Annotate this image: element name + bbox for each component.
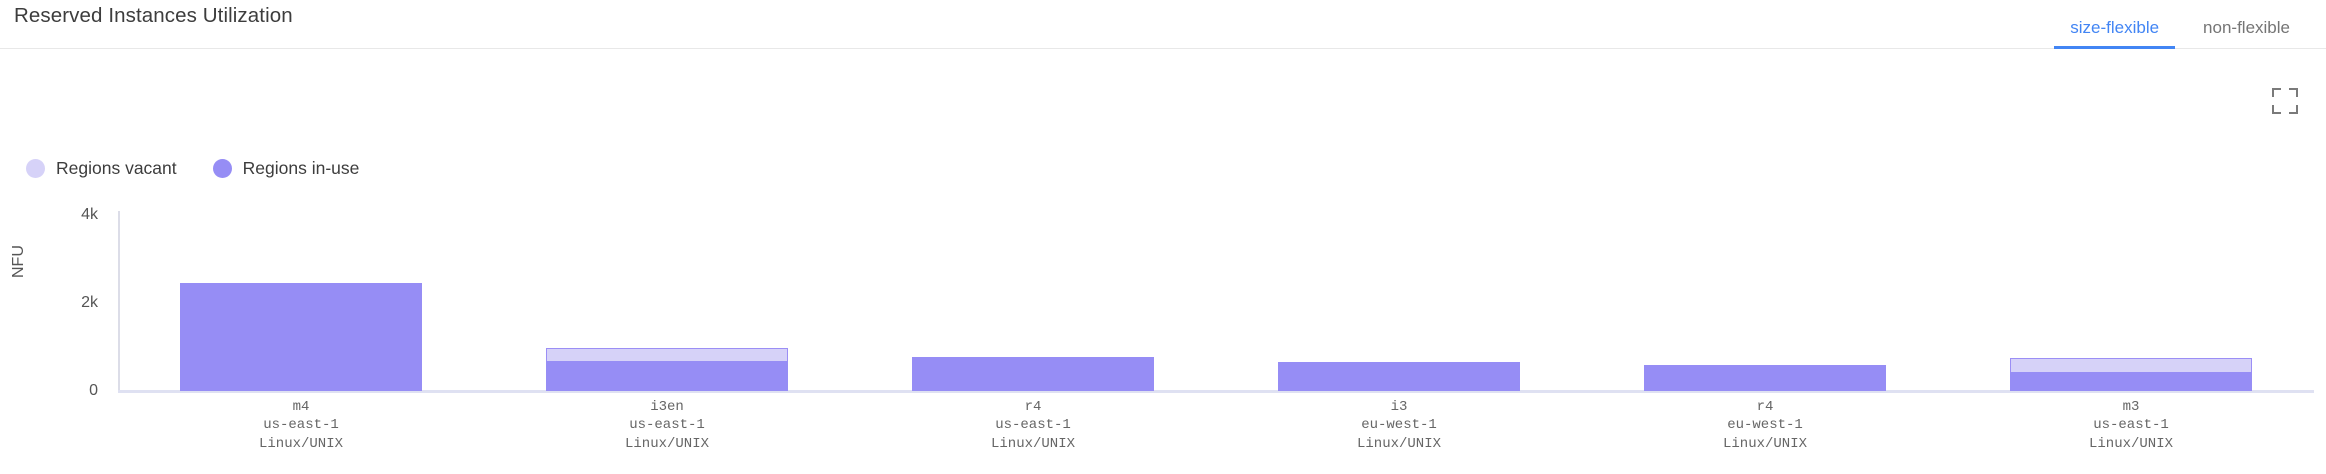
y-tick-label: 2k: [81, 294, 98, 311]
y-tick-label: 4k: [81, 206, 98, 223]
tab-non-flexible[interactable]: non-flexible: [2181, 0, 2312, 49]
plot-area: [118, 215, 2314, 391]
bar-group[interactable]: [1278, 215, 1520, 391]
legend-label-in-use: Regions in-use: [242, 158, 360, 178]
x-axis-label: r4 eu-west-1 Linux/UNIX: [1722, 399, 1807, 452]
bar-group[interactable]: [912, 215, 1154, 391]
y-axis-line: [118, 211, 120, 393]
panel-header: Reserved Instances Utilization size-flex…: [0, 0, 2326, 49]
expand-corner-tl-icon: [2272, 88, 2281, 97]
page-title: Reserved Instances Utilization: [14, 4, 293, 27]
legend-swatch-in-use-icon: [212, 159, 232, 178]
y-axis-title: NFU: [10, 245, 27, 278]
x-axis-label: i3en us-east-1 Linux/UNIX: [624, 399, 709, 452]
bar-stack: [1644, 365, 1886, 391]
chart-legend: Regions vacant Regions in-use: [26, 158, 359, 179]
bar-segment-in-use[interactable]: [1644, 365, 1886, 391]
x-axis-label: i3 eu-west-1 Linux/UNIX: [1356, 399, 1441, 452]
x-axis-label: m4 us-east-1 Linux/UNIX: [258, 399, 343, 452]
bar-segment-in-use[interactable]: [180, 283, 422, 391]
expand-corner-br-icon: [2289, 105, 2298, 114]
bar-segment-in-use[interactable]: [912, 357, 1154, 391]
bar-segment-vacant[interactable]: [2010, 358, 2252, 373]
x-axis-line: [118, 390, 2314, 393]
legend-swatch-vacant-icon: [26, 159, 45, 178]
expand-corner-bl-icon: [2272, 105, 2281, 114]
tab-bar: size-flexible non-flexible: [2048, 0, 2312, 49]
bar-segment-in-use[interactable]: [1278, 361, 1520, 391]
y-axis-ticks: 0 2k 4k: [40, 0, 98, 474]
bar-stack: [912, 357, 1154, 391]
legend-label-vacant: Regions vacant: [56, 158, 177, 178]
bar-group[interactable]: [180, 215, 422, 391]
x-axis-label: r4 us-east-1 Linux/UNIX: [990, 399, 1075, 452]
bar-group[interactable]: [1644, 215, 1886, 391]
bar-group[interactable]: [546, 215, 788, 391]
bar-segment-in-use[interactable]: [2010, 372, 2252, 391]
expand-corner-tr-icon: [2289, 88, 2298, 97]
bar-stack: [546, 347, 788, 391]
expand-icon[interactable]: [2272, 88, 2298, 114]
bar-stack: [2010, 358, 2252, 391]
bar-stack: [180, 283, 422, 391]
legend-item-regions-in-use[interactable]: Regions in-use: [212, 158, 360, 179]
y-tick-label: 0: [89, 382, 98, 399]
tab-size-flexible[interactable]: size-flexible: [2048, 0, 2181, 49]
legend-item-regions-vacant[interactable]: Regions vacant: [26, 158, 177, 179]
x-axis-label: m3 us-east-1 Linux/UNIX: [2088, 399, 2173, 452]
bar-segment-in-use[interactable]: [546, 361, 788, 391]
bar-stack: [1278, 361, 1520, 391]
bar-group[interactable]: [2010, 215, 2252, 391]
bar-segment-vacant[interactable]: [546, 347, 788, 362]
